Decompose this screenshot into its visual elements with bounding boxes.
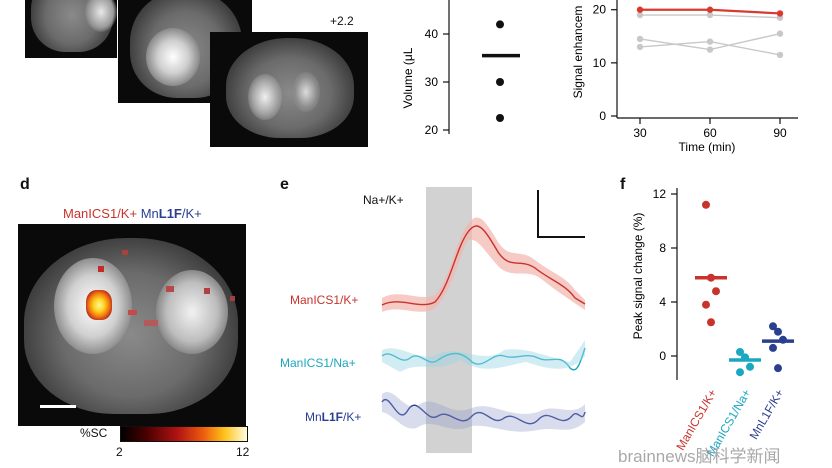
signal-point bbox=[706, 11, 714, 19]
stimulus-label: Na+/K+ bbox=[363, 193, 404, 207]
colorbar bbox=[120, 426, 248, 442]
signal-point bbox=[776, 30, 784, 37]
scale-bar bbox=[40, 405, 76, 408]
peak-point bbox=[746, 362, 754, 371]
legend-manics1-k: ManICS1/K+ MnL1F/K+ bbox=[63, 206, 202, 221]
volume-point bbox=[496, 78, 504, 86]
colorbar-label: %SC bbox=[80, 426, 108, 440]
heat-hotspot bbox=[86, 290, 112, 320]
panel-letter-f: f bbox=[620, 176, 626, 193]
peak-point bbox=[736, 368, 744, 377]
peak-tick-label: 4 bbox=[659, 295, 666, 309]
trace-label-manics1-na: ManICS1/Na+ bbox=[280, 356, 356, 370]
signal-ylabel: Signal enhancem bbox=[571, 6, 585, 99]
trace-band-manics1-na bbox=[382, 340, 585, 372]
slice-label: +2.2 bbox=[330, 14, 354, 28]
trace-label-mnl1f-k: MnL1F/K+ bbox=[305, 410, 362, 424]
volume-tick-label: 20 bbox=[425, 123, 439, 137]
peak-tick-label: 0 bbox=[659, 349, 666, 363]
signal-point bbox=[776, 10, 784, 17]
panel-letter-d: d bbox=[20, 176, 30, 193]
trace-band-manics1-k bbox=[382, 217, 585, 312]
volume-ylabel: Volume (μL bbox=[401, 47, 415, 108]
peak-point bbox=[712, 287, 720, 296]
peak-point bbox=[736, 347, 744, 356]
signal-point bbox=[636, 35, 644, 43]
peak-point bbox=[769, 343, 777, 352]
signal-point bbox=[706, 38, 714, 45]
trace-manics1-na bbox=[381, 347, 586, 371]
volume-point bbox=[496, 20, 504, 29]
volume-tick-label: 40 bbox=[425, 27, 439, 41]
peak-ylabel: Peak signal change (%) bbox=[631, 213, 645, 340]
volume-tick-label: 30 bbox=[425, 75, 439, 89]
peak-point bbox=[702, 200, 710, 209]
signal-point bbox=[636, 43, 644, 51]
signal-enhancement-chart: Signal enhancem 0 10 20 30 60 90 Time (min) bbox=[571, 0, 798, 154]
trace-mnl1f-k bbox=[381, 399, 586, 425]
signal-xtick-label: 30 bbox=[633, 126, 647, 140]
watermark: brainnews脑科学新闻 bbox=[618, 447, 781, 466]
trace-label-manics1-k: ManICS1/K+ bbox=[290, 293, 359, 307]
peak-point bbox=[774, 327, 782, 336]
mri-slice-1 bbox=[25, 0, 117, 58]
peak-tick-label: 12 bbox=[653, 187, 667, 201]
signal-ytick-label: 0 bbox=[599, 109, 606, 123]
trace-band-mnl1f-k bbox=[382, 392, 585, 432]
volume-chart: Volume (μL 20 30 40 bbox=[401, 0, 520, 137]
signal-xlabel: Time (min) bbox=[679, 140, 736, 154]
signal-xtick-label: 60 bbox=[703, 126, 717, 140]
peak-tick-label: 8 bbox=[659, 241, 666, 255]
signal-ytick-label: 20 bbox=[593, 3, 607, 17]
scale-bar-vertical bbox=[537, 190, 539, 238]
trace-manics1-k bbox=[381, 225, 586, 306]
signal-xtick-label: 90 bbox=[773, 126, 787, 140]
peak-point bbox=[707, 318, 715, 327]
colorbar-max: 12 bbox=[236, 445, 250, 459]
mri-slice-3 bbox=[210, 32, 368, 147]
signal-point bbox=[706, 46, 714, 53]
signal-point bbox=[706, 6, 714, 13]
mri-overlay-image bbox=[18, 224, 246, 426]
colorbar-min: 2 bbox=[116, 445, 123, 459]
peak-point bbox=[702, 300, 710, 309]
traces bbox=[381, 217, 586, 432]
signal-ytick-label: 10 bbox=[593, 56, 607, 70]
peak-point bbox=[774, 364, 782, 373]
peak-point bbox=[769, 322, 777, 331]
volume-point bbox=[496, 114, 504, 122]
signal-point bbox=[636, 6, 644, 13]
signal-point bbox=[636, 11, 644, 19]
signal-point bbox=[776, 51, 784, 59]
scale-bar-horizontal bbox=[537, 236, 585, 238]
panel-letter-e: e bbox=[280, 176, 289, 193]
